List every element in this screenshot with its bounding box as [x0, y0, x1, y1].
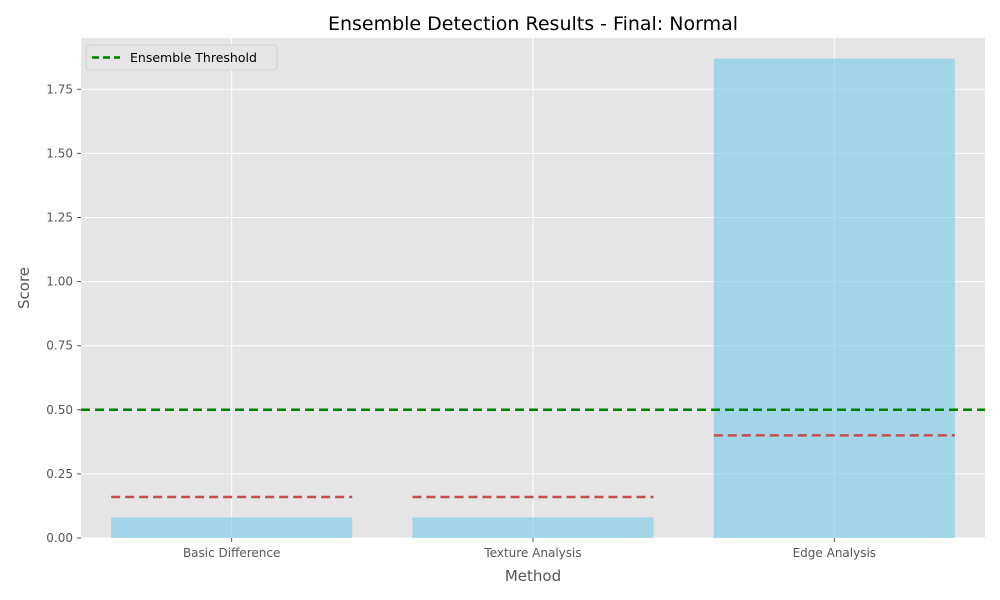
y-tick-label: 1.00	[46, 275, 73, 289]
y-tick-label: 0.25	[46, 467, 73, 481]
y-axis-ticks: 0.00 0.25 0.50 0.75 1.00 1.25 1.50 1.75	[46, 82, 81, 545]
y-tick-label: 0.50	[46, 403, 73, 417]
x-tick-label: Edge Analysis	[793, 546, 876, 560]
bar	[111, 517, 353, 538]
y-tick-label: 0.00	[46, 531, 73, 545]
method-threshold-lines	[111, 434, 955, 499]
y-axis-label: Score	[15, 267, 33, 309]
y-tick-label: 1.75	[46, 82, 73, 96]
x-tick-label: Texture Analysis	[483, 546, 581, 560]
y-tick-label: 1.25	[46, 210, 73, 224]
bar	[412, 517, 654, 538]
legend-box	[85, 44, 278, 71]
y-tick-label: 0.75	[46, 339, 73, 353]
x-axis-label: Method	[505, 567, 561, 585]
bar	[713, 58, 955, 539]
x-axis-ticks: Basic Difference Texture Analysis Edge Ana…	[183, 538, 876, 560]
bars	[111, 58, 955, 539]
legend-label-ensemble-threshold: Ensemble Threshold	[130, 50, 257, 65]
chart-title: Ensemble Detection Results - Final: Norm…	[328, 13, 738, 35]
x-tick-label: Basic Difference	[183, 546, 280, 560]
y-tick-label: 1.50	[46, 146, 73, 160]
legend: Ensemble Threshold	[85, 44, 278, 71]
